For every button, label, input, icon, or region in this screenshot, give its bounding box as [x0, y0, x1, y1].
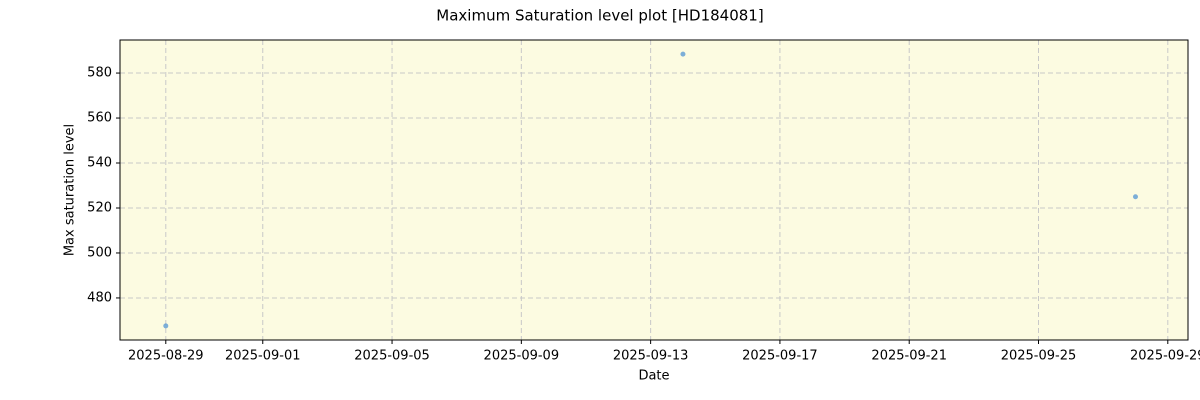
y-tick-label: 500 — [87, 245, 112, 260]
plot-area — [120, 40, 1188, 340]
y-tick-label: 580 — [87, 66, 112, 81]
point — [1132, 194, 1138, 200]
y-axis-label: Max saturation level — [63, 124, 78, 256]
x-tick-label: 2025-09-25 — [1001, 349, 1077, 364]
x-tick-label: 2025-09-21 — [871, 349, 947, 364]
x-tick-label: 2025-09-17 — [742, 349, 818, 364]
y-tick-label: 540 — [87, 156, 112, 171]
y-tick-label: 520 — [87, 200, 112, 215]
x-tick-label: 2025-08-29 — [128, 349, 204, 364]
x-axis-label: Date — [638, 369, 669, 384]
x-tick-label: 2025-09-13 — [613, 349, 689, 364]
chart-title: Maximum Saturation level plot [HD184081] — [436, 7, 763, 25]
x-tick-label: 2025-09-29 — [1130, 349, 1200, 364]
x-tick-label: 2025-09-01 — [225, 349, 301, 364]
x-tick-label: 2025-09-05 — [354, 349, 430, 364]
plot-frame — [119, 39, 1189, 341]
point — [163, 323, 169, 329]
x-tick-label: 2025-09-09 — [484, 349, 560, 364]
y-tick-label: 480 — [87, 290, 112, 305]
y-tick-label: 560 — [87, 111, 112, 126]
point — [680, 51, 686, 57]
